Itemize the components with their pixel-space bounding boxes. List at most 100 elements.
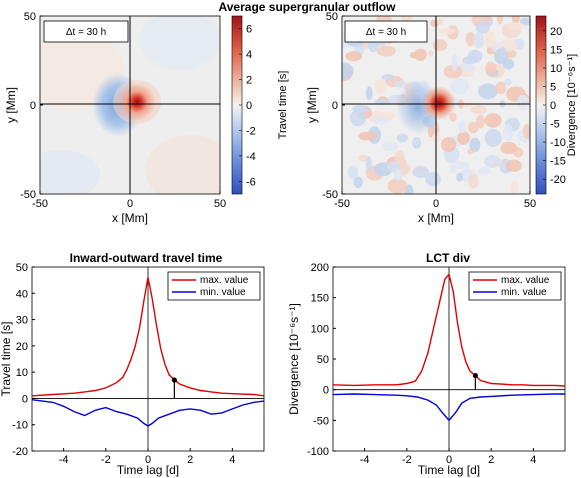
texture-blob (441, 137, 457, 153)
texture-blob (457, 131, 470, 145)
y-tick-label: 50 (24, 11, 36, 23)
texture-blob (477, 167, 491, 175)
texture-blob (410, 52, 417, 59)
line-chart-travel-time: Inward-outward travel time -4 -2 0 2 4-20-10… (0, 251, 265, 477)
texture-blob (517, 94, 529, 111)
y-axis-label: Travel time [s] (0, 322, 13, 397)
annotation-text: Δt = 30 h (66, 27, 106, 38)
x-tick-label: -50 (334, 198, 350, 210)
colorbar-tick-label: -10 (550, 137, 566, 149)
texture-blob (485, 61, 497, 76)
texture-blob (496, 16, 504, 25)
texture-blob (503, 123, 514, 142)
y-tick-label: 10 (16, 367, 28, 379)
texture-blob (427, 50, 434, 57)
y-tick-label: -50 (313, 415, 329, 427)
texture-blob (387, 178, 408, 194)
texture-blob (347, 165, 359, 180)
colorbar-tick-label: 0 (550, 100, 556, 112)
y-tick-label: 0 (22, 393, 28, 405)
texture-blob (443, 65, 463, 79)
y-tick-label: 30 (16, 315, 28, 327)
x-tick-label: -4 (360, 454, 370, 466)
heatmap-divergence: Δt = 30 h -50 0 50 -50 0 50 x [Mm] y [Mm] (305, 11, 536, 225)
texture-blob (353, 176, 363, 188)
series-line-min (31, 399, 265, 427)
legend-label-max: max. value (200, 275, 249, 286)
texture-blob (499, 46, 507, 58)
texture-blob (494, 81, 507, 95)
x-tick-label: 0 (145, 454, 151, 466)
colorbar-travel-time: -6 -4 -2 0 2 4 6 Travel time [s] (231, 15, 289, 195)
texture-blob (381, 141, 399, 151)
x-axis-label: x [Mm] (418, 211, 454, 225)
texture-blob (510, 180, 519, 194)
line-chart-lct-div: LCT div -4 -2 0 2 4 -100 -50 0 50 100 150 200 Time … (287, 251, 566, 477)
y-tick-label: 50 (326, 11, 338, 23)
texture-blob (393, 169, 403, 181)
x-axis-label: Time lag [d] (117, 463, 179, 477)
series-line-min (332, 393, 565, 422)
y-tick-label: -50 (20, 189, 36, 201)
colorbar-divergence: -20 -15 -10 -5 0 5 10 15 20 Divergence [10⁻⁶s⁻¹] (535, 15, 578, 195)
texture-blob (376, 45, 396, 57)
y-tick-label: 100 (311, 323, 329, 335)
texture-blob (467, 122, 479, 134)
texture-blob (435, 18, 444, 25)
y-axis-label: Divergence [10⁻⁶s⁻¹] (287, 303, 301, 415)
legend: max. value min. value (167, 271, 261, 301)
texture-blob (452, 161, 470, 169)
annotation-box (43, 20, 129, 43)
y-tick-label: 0 (332, 100, 338, 112)
x-axis-label: x [Mm] (112, 211, 148, 225)
texture-blob (465, 32, 475, 47)
legend-label-max: max. value (501, 275, 550, 286)
colorbar-tick-label: 5 (550, 81, 556, 93)
texture-blob (504, 78, 512, 86)
heatmap-field (40, 16, 220, 194)
colorbar-tick-label: -15 (550, 156, 566, 168)
texture-blob (365, 86, 373, 101)
y-tick-label: 0 (323, 385, 329, 397)
x-tick-label: -2 (101, 454, 111, 466)
texture-blob (456, 172, 463, 182)
y-tick-label: 50 (317, 354, 329, 366)
texture-blob (475, 20, 490, 34)
colorbar-tick-label: 20 (550, 26, 562, 38)
texture-blob (461, 56, 479, 65)
marker-point (171, 377, 177, 383)
x-tick-label: -50 (32, 198, 48, 210)
y-axis-label: y [Mm] (305, 87, 319, 123)
y-tick-label: 40 (16, 288, 28, 300)
annotation-text: Δt = 30 h (366, 27, 406, 38)
texture-blob (439, 28, 456, 35)
texture-blob (477, 83, 498, 100)
colorbar-label: Divergence [10⁻⁶s⁻¹] (566, 54, 578, 156)
texture-blob (505, 159, 522, 172)
texture-blob (484, 155, 501, 168)
texture-blob (475, 114, 485, 129)
heatmap-travel-time: Δt = 30 h -50 0 50 -50 0 50 x [Mm] y [Mm] (4, 11, 226, 225)
texture-blob (484, 129, 502, 147)
texture-blob (396, 133, 408, 143)
annotation-box (344, 20, 428, 43)
y-tick-label: -100 (307, 446, 329, 458)
x-tick-label: 0 (446, 454, 452, 466)
y-tick-label: 20 (16, 341, 28, 353)
legend-box (167, 271, 261, 301)
texture-blob (357, 154, 368, 162)
texture-blob (401, 16, 413, 21)
texture-blob (484, 113, 502, 128)
y-tick-label: -50 (322, 189, 338, 201)
series-line-max (332, 272, 566, 387)
texture-blob (394, 150, 405, 164)
x-tick-label: 4 (530, 454, 536, 466)
x-tick-label: 4 (229, 454, 235, 466)
texture-blob (342, 62, 354, 80)
x-tick-label: 0 (433, 198, 439, 210)
texture-blob (412, 166, 430, 178)
x-tick-label: -4 (59, 454, 69, 466)
y-axis-label: y [Mm] (4, 87, 18, 123)
texture-blob (414, 48, 427, 61)
